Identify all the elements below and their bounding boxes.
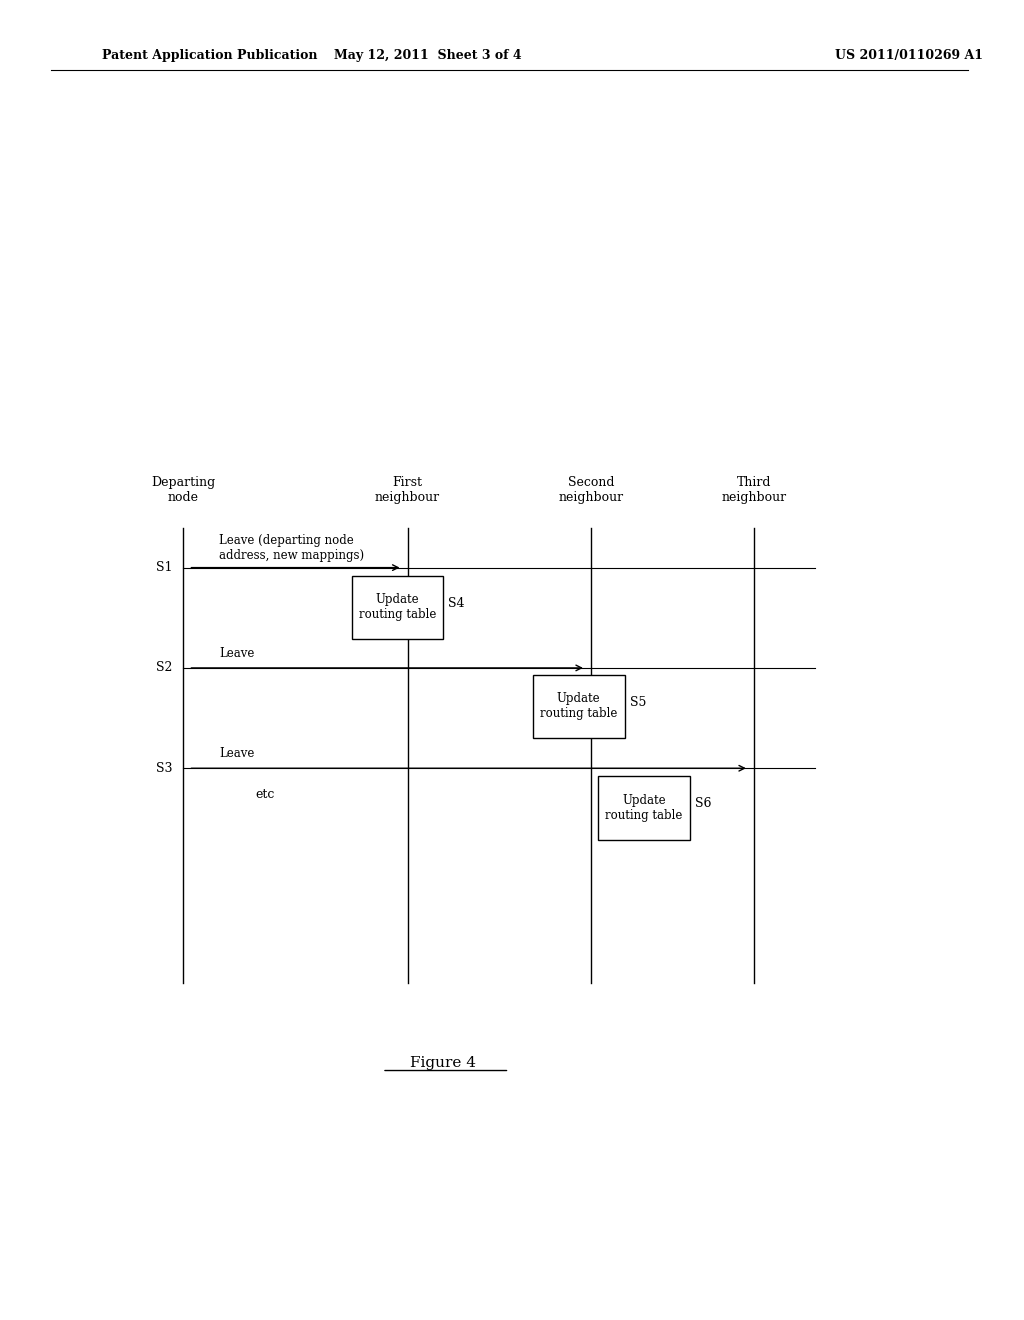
Text: Departing
node: Departing node <box>152 477 215 504</box>
Text: Figure 4: Figure 4 <box>411 1056 476 1069</box>
Text: S5: S5 <box>630 696 646 709</box>
Text: etc: etc <box>255 788 274 801</box>
Text: S3: S3 <box>156 762 172 775</box>
Text: First
neighbour: First neighbour <box>375 477 440 504</box>
FancyBboxPatch shape <box>351 576 443 639</box>
Text: S1: S1 <box>156 561 172 574</box>
Text: Update
routing table: Update routing table <box>358 593 436 622</box>
Text: S4: S4 <box>449 597 465 610</box>
Text: US 2011/0110269 A1: US 2011/0110269 A1 <box>836 49 983 62</box>
Text: Leave (departing node
address, new mappings): Leave (departing node address, new mappi… <box>219 535 365 562</box>
Text: May 12, 2011  Sheet 3 of 4: May 12, 2011 Sheet 3 of 4 <box>334 49 522 62</box>
Text: Update
routing table: Update routing table <box>540 692 617 721</box>
Text: Third
neighbour: Third neighbour <box>721 477 786 504</box>
Text: S2: S2 <box>156 661 172 675</box>
Text: Leave: Leave <box>219 747 254 760</box>
FancyBboxPatch shape <box>532 675 625 738</box>
Text: Update
routing table: Update routing table <box>605 793 683 822</box>
Text: S6: S6 <box>695 797 712 810</box>
Text: Patent Application Publication: Patent Application Publication <box>101 49 317 62</box>
FancyBboxPatch shape <box>598 776 690 840</box>
Text: Second
neighbour: Second neighbour <box>558 477 624 504</box>
Text: Leave: Leave <box>219 647 254 660</box>
